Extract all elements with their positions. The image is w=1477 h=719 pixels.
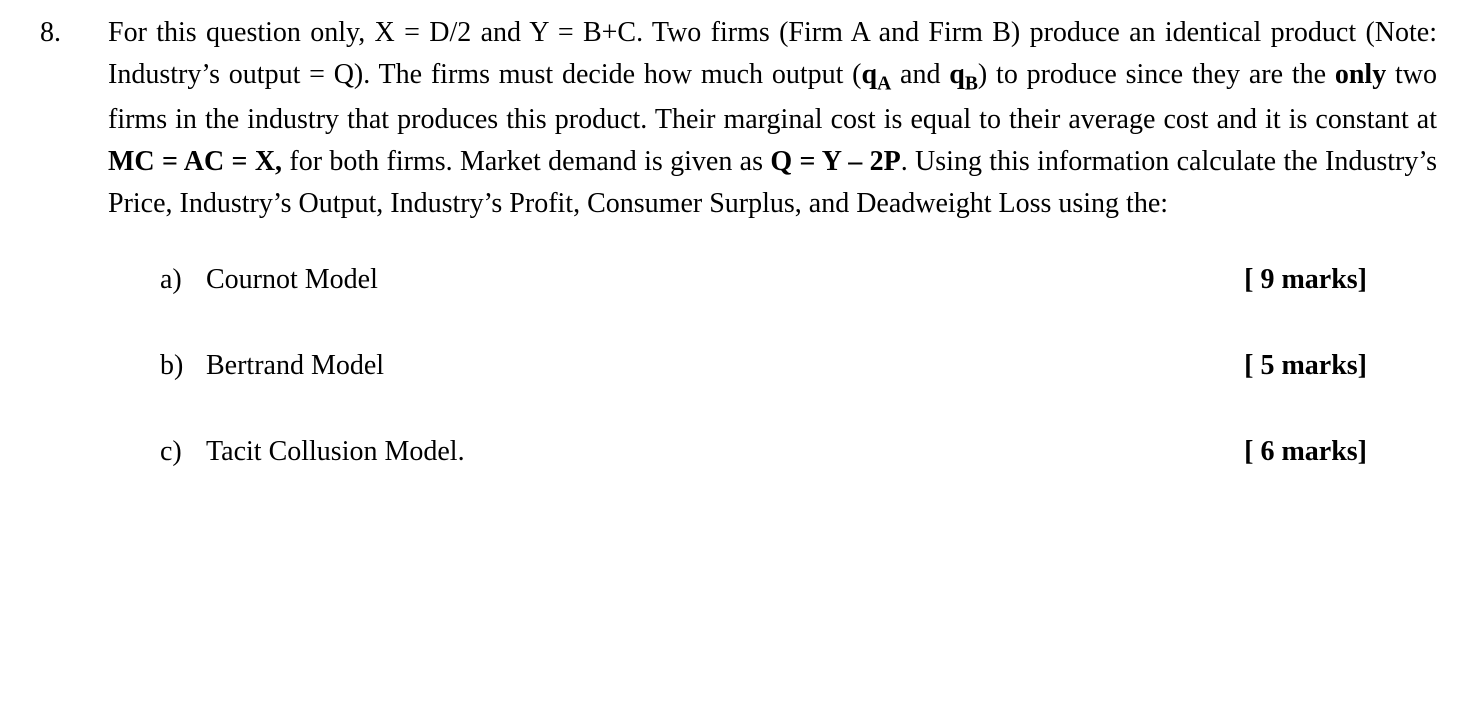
subpart-letter: c): [160, 431, 206, 473]
page: 8. For this question only, X = D/2 and Y…: [0, 0, 1477, 537]
subpart-marks: [ 9 marks]: [1244, 259, 1367, 301]
subpart-marks: [ 6 marks]: [1244, 431, 1367, 473]
subparts-list: a) Cournot Model [ 9 marks] b) Bertrand …: [160, 259, 1367, 473]
question-block: 8. For this question only, X = D/2 and Y…: [40, 12, 1437, 225]
subpart-left: a) Cournot Model: [160, 259, 378, 301]
subpart-label: Cournot Model: [206, 259, 378, 301]
question-body: For this question only, X = D/2 and Y = …: [108, 12, 1437, 225]
subpart-label: Bertrand Model: [206, 345, 384, 387]
subpart-left: c) Tacit Collusion Model.: [160, 431, 465, 473]
subpart-left: b) Bertrand Model: [160, 345, 384, 387]
subpart-marks: [ 5 marks]: [1244, 345, 1367, 387]
subpart-letter: a): [160, 259, 206, 301]
subpart-a: a) Cournot Model [ 9 marks]: [160, 259, 1367, 301]
subpart-label: Tacit Collusion Model.: [206, 431, 465, 473]
subpart-b: b) Bertrand Model [ 5 marks]: [160, 345, 1367, 387]
subpart-letter: b): [160, 345, 206, 387]
question-number: 8.: [40, 12, 108, 54]
subpart-c: c) Tacit Collusion Model. [ 6 marks]: [160, 431, 1367, 473]
